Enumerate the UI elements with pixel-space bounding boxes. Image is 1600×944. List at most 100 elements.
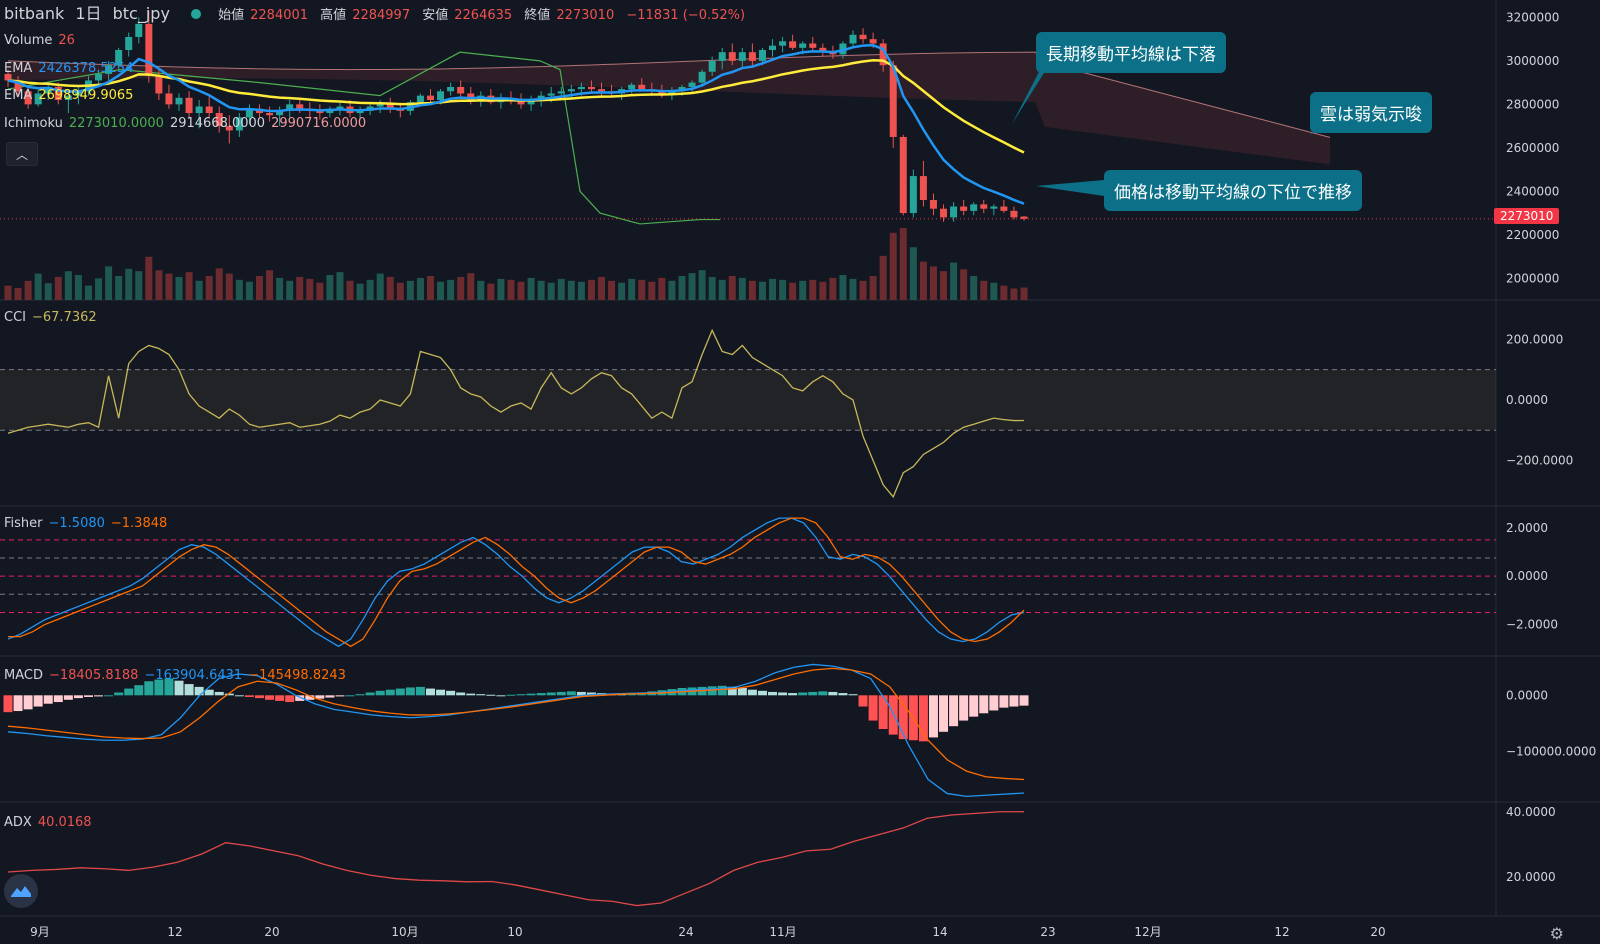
volume-bar — [1010, 288, 1018, 300]
macd-histogram-bar — [999, 695, 1009, 708]
macd-histogram-bar — [144, 681, 154, 696]
cci-legend[interactable]: CCI −67.7362 — [4, 310, 97, 325]
symbol-name[interactable]: btc_jpy — [112, 4, 170, 23]
volume-bar — [648, 281, 656, 300]
macd-histogram-bar — [546, 692, 556, 696]
macd-histogram-bar — [717, 685, 727, 696]
macd-histogram-bar — [335, 695, 345, 697]
candle-body — [467, 93, 475, 100]
macd-legend[interactable]: MACD −18405.8188 −163904.6431 −145498.8243 — [4, 668, 346, 683]
macd-histogram-bar — [305, 695, 315, 700]
volume-bar — [567, 280, 575, 300]
adx-line — [7, 811, 1025, 907]
volume-bar — [457, 276, 465, 300]
time-axis-tick: 24 — [678, 925, 693, 939]
candle-body — [1020, 216, 1028, 219]
volume-bar — [638, 279, 646, 300]
macd-histogram-bar — [486, 694, 496, 696]
macd-histogram-bar — [365, 692, 375, 696]
macd-histogram-bar — [506, 694, 516, 696]
macd-histogram-bar — [224, 693, 234, 696]
interval[interactable]: 1日 — [75, 4, 102, 23]
candle-body — [738, 52, 746, 61]
time-axis-tick: 20 — [1370, 925, 1385, 939]
macd-histogram-bar — [536, 693, 546, 696]
candle-body — [728, 52, 736, 61]
volume-bar — [769, 278, 777, 300]
fisher-axis-tick: 2.0000 — [1506, 521, 1548, 535]
volume-bar — [105, 266, 113, 300]
callout-pointer — [1012, 60, 1052, 124]
macd-histogram-bar — [586, 692, 596, 696]
candle-body — [779, 41, 787, 46]
ema-fast-line — [7, 43, 1025, 205]
volume-bar — [447, 279, 455, 300]
macd-histogram-bar — [446, 690, 456, 696]
ema-fast-legend[interactable]: EMA 2426378.5254 — [4, 61, 134, 76]
candle-body — [155, 76, 163, 94]
volume-legend[interactable]: Volume 26 — [4, 33, 75, 48]
volume-bar — [135, 271, 143, 300]
volume-bar — [316, 282, 324, 300]
candle-body — [105, 65, 113, 74]
adx-legend[interactable]: ADX 40.0168 — [4, 815, 92, 830]
cci-axis-tick: −200.0000 — [1506, 454, 1573, 468]
macd-histogram-bar — [3, 695, 13, 713]
volume-bar — [195, 280, 203, 300]
macd-line — [7, 667, 1025, 781]
macd-histogram-bar — [566, 691, 576, 696]
candle-body — [990, 206, 998, 209]
ema-slow-legend[interactable]: EMA 2698949.9065 — [4, 88, 134, 103]
volume-bar — [396, 282, 404, 300]
volume-bar — [608, 280, 616, 300]
candle-body — [437, 91, 445, 100]
ichimoku-span-b — [7, 51, 1331, 138]
collapse-legend-button[interactable]: ︿ — [6, 142, 38, 166]
candle-body — [286, 104, 294, 111]
candle-body — [849, 34, 857, 44]
macd-histogram-bar — [285, 695, 295, 703]
candle-body — [628, 84, 636, 90]
time-axis-tick: 14 — [932, 925, 947, 939]
candle-body — [356, 110, 364, 114]
volume-bar — [296, 276, 304, 300]
candle-body — [4, 73, 12, 81]
exchange-name[interactable]: bitbank — [4, 4, 65, 23]
volume-bar — [970, 276, 978, 300]
candle-body — [225, 126, 233, 131]
high-value: 2284997 — [352, 8, 411, 23]
macd-histogram-bar — [476, 694, 486, 696]
volume-bar — [1020, 287, 1028, 300]
volume-bar — [165, 273, 173, 300]
candle-body — [316, 110, 324, 114]
price-axis-tick: 2400000 — [1506, 184, 1559, 198]
candle-body — [386, 104, 394, 109]
macd-histogram-bar — [395, 688, 405, 696]
volume-bar — [24, 280, 32, 300]
candle-body — [145, 23, 153, 77]
time-axis-tick: 12 — [167, 925, 182, 939]
macd-histogram-bar — [1009, 695, 1019, 707]
candle-body — [135, 23, 143, 37]
candle-body — [668, 91, 676, 94]
volume-bar — [779, 279, 787, 300]
close-value: 2273010 — [556, 8, 615, 23]
settings-gear-icon[interactable]: ⚙ — [1549, 924, 1564, 943]
candle-body — [457, 86, 465, 94]
volume-bar — [889, 232, 897, 300]
candle-body — [175, 97, 183, 105]
macd-histogram-bar — [1019, 695, 1029, 706]
macd-histogram-bar — [275, 695, 285, 701]
candle-body — [970, 204, 978, 211]
volume-bar — [14, 288, 22, 300]
volume-bar — [487, 283, 495, 300]
macd-histogram-bar — [516, 694, 526, 696]
volume-bar — [507, 279, 515, 300]
macd-histogram-bar — [345, 695, 355, 697]
ichimoku-legend[interactable]: Ichimoku 2273010.0000 2914668.0000 2990716.… — [4, 116, 367, 131]
volume-bar — [255, 276, 263, 300]
fisher-legend[interactable]: Fisher −1.5080 −1.3848 — [4, 516, 168, 531]
volume-bar — [678, 276, 686, 300]
tradingview-logo-icon[interactable] — [4, 874, 38, 908]
